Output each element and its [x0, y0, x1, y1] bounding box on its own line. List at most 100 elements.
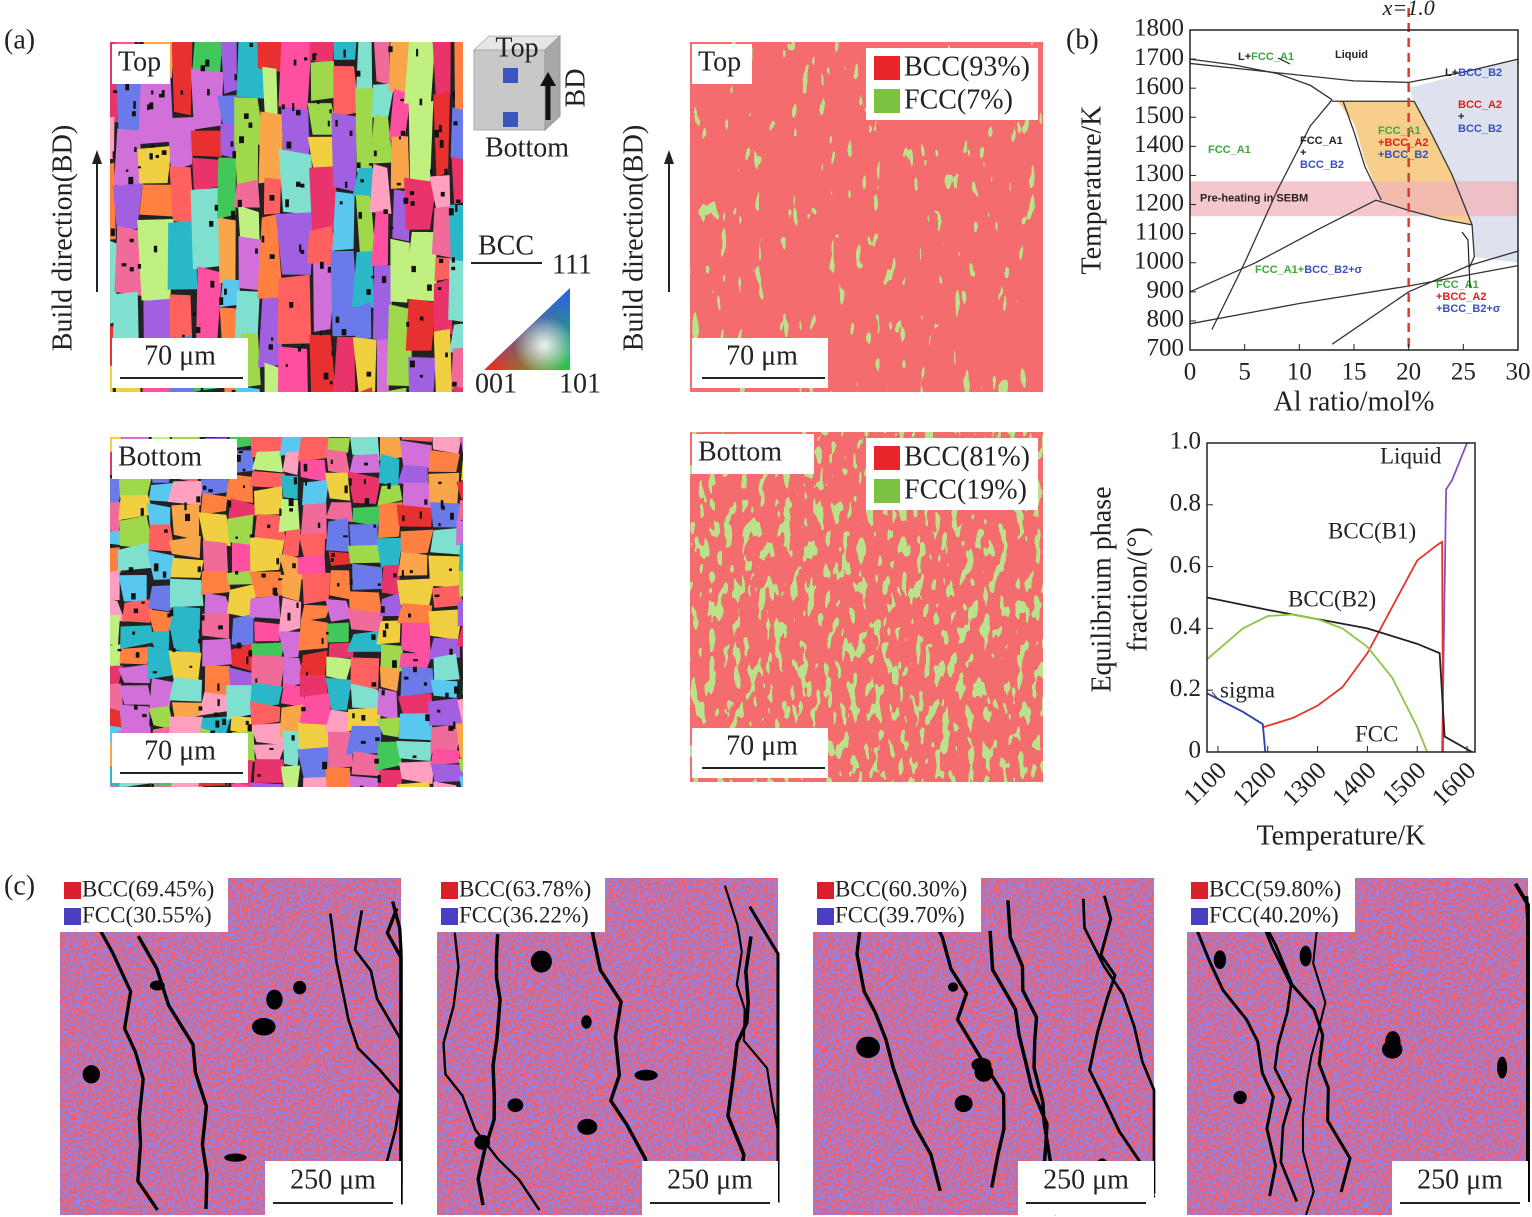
region-label-part: BCC_A2 [1458, 99, 1502, 111]
legend-swatch [817, 882, 834, 899]
speck [360, 740, 366, 744]
scale-box [1018, 1161, 1154, 1215]
speck [393, 573, 397, 578]
crack [1194, 889, 1278, 1197]
speck [141, 509, 144, 516]
pore [224, 1153, 247, 1162]
grain [378, 795, 402, 826]
pore [1299, 945, 1312, 967]
grain [331, 112, 357, 192]
region-label: FCC_A1 [1436, 279, 1479, 291]
x-tick-label: 1100 [1178, 757, 1232, 811]
grain [299, 650, 328, 677]
grain [433, 278, 453, 335]
grain [433, 781, 457, 787]
speck [292, 563, 296, 569]
speck [131, 593, 136, 600]
orientation-cube [472, 34, 562, 132]
speck [261, 235, 265, 243]
pore [974, 1063, 994, 1082]
speck [437, 287, 442, 290]
pore [1497, 1056, 1508, 1079]
speck [389, 226, 394, 230]
grain [430, 723, 463, 753]
grain [226, 685, 257, 720]
grain [431, 205, 454, 258]
grain [325, 767, 352, 787]
grain [349, 524, 379, 548]
grain [434, 257, 453, 282]
grain [431, 585, 463, 608]
region-label-part: + [1300, 147, 1306, 159]
speck [151, 783, 154, 787]
speck [317, 522, 321, 528]
grain [325, 502, 353, 523]
y-tick-label: 800 [1147, 306, 1185, 333]
speck [286, 141, 292, 149]
region-label-part: FCC_A1 [1436, 279, 1479, 291]
speck [450, 512, 454, 520]
crack [442, 932, 541, 1211]
grain [119, 704, 152, 737]
grain [404, 177, 437, 230]
legend-swatch [64, 882, 81, 899]
speck [452, 381, 457, 387]
pore [1382, 1040, 1403, 1059]
grain [137, 218, 174, 303]
grain [324, 709, 353, 734]
speck [425, 714, 430, 722]
reference-label: x=1.0 [1382, 0, 1435, 20]
grain [169, 606, 201, 631]
series-line [1189, 58, 1333, 101]
legend-swatch [1191, 882, 1208, 899]
speck [288, 498, 294, 507]
grain [401, 437, 433, 442]
crack [1082, 898, 1156, 1194]
grain [397, 551, 428, 576]
grain [328, 789, 353, 819]
y-tick-label: 1600 [1134, 73, 1184, 100]
grain [139, 184, 174, 217]
x-tick-label: 0 [1184, 359, 1197, 386]
speck [231, 390, 236, 392]
speck [196, 496, 201, 503]
grain [298, 533, 326, 559]
speck [449, 568, 452, 572]
crack [1257, 912, 1298, 1202]
speck [301, 706, 306, 712]
phase-map [1187, 878, 1528, 1215]
speck [159, 93, 163, 98]
grain [217, 157, 237, 219]
grain [198, 692, 234, 716]
crack [924, 905, 1006, 1188]
speck [125, 83, 130, 91]
grain [297, 723, 333, 751]
y-tick-label: 0.8 [1170, 490, 1201, 517]
speck [327, 120, 330, 127]
grain [114, 128, 144, 187]
speck [448, 208, 454, 216]
grain [146, 550, 175, 580]
speck [400, 130, 406, 136]
series-line [1342, 101, 1382, 201]
grain [376, 717, 401, 738]
speck [330, 558, 334, 562]
y-tick-label: 1700 [1134, 44, 1184, 71]
scale-box [112, 338, 248, 388]
region-label-part: L+ [1445, 67, 1458, 79]
speck [453, 121, 458, 126]
y-tick-label: 0.2 [1170, 675, 1201, 702]
speck [416, 48, 419, 57]
series-line [1413, 100, 1475, 269]
grain [118, 574, 147, 602]
x-tick-label: 30 [1506, 359, 1531, 386]
grain [137, 145, 172, 184]
speck [110, 228, 115, 237]
speck [125, 169, 129, 172]
speck [335, 316, 340, 323]
grain [350, 683, 382, 709]
speck [236, 454, 241, 462]
grain [280, 683, 305, 708]
speck [113, 90, 118, 94]
region-label: BCC_B2 [1300, 159, 1344, 171]
